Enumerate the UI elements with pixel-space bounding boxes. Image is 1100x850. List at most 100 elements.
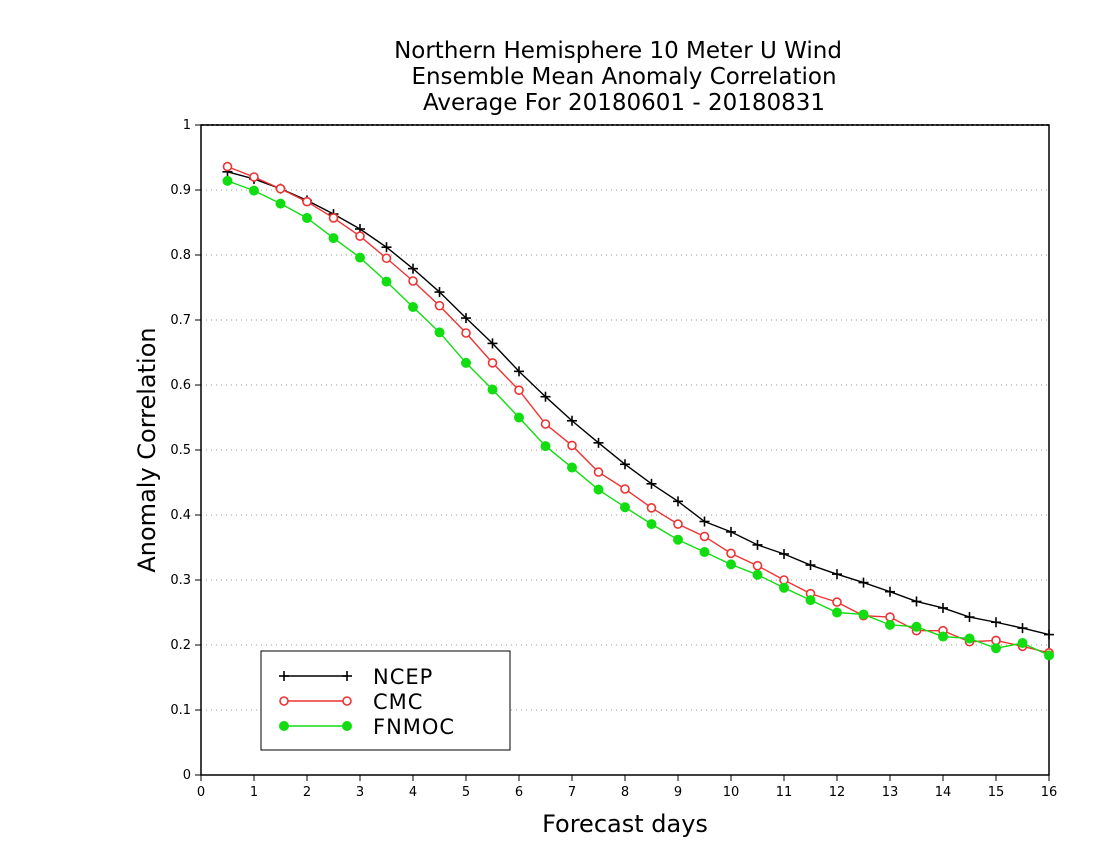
series-cmc-point-4 bbox=[328, 213, 339, 223]
series-ncep-point-10 bbox=[487, 338, 498, 349]
series-fnmoc-point-13 bbox=[567, 462, 577, 473]
legend-marker-start-ncep bbox=[279, 671, 289, 681]
series-cmc-point-8 bbox=[434, 300, 445, 311]
x-tick-label-13: 13 bbox=[882, 785, 899, 800]
series-ncep-point-12 bbox=[540, 391, 551, 402]
series-ncep-point-6 bbox=[381, 242, 392, 253]
series-ncep-point-8 bbox=[434, 287, 445, 298]
series-fnmoc-point-26 bbox=[911, 621, 922, 632]
legend-marker-start-fnmoc bbox=[279, 721, 289, 731]
x-tick-label-4: 4 bbox=[409, 785, 417, 800]
y-tick-label-4: 0.4 bbox=[170, 508, 191, 523]
legend-item-ncep: NCEP bbox=[279, 665, 433, 689]
series-ncep-point-16 bbox=[646, 478, 657, 489]
series-ncep-line bbox=[227, 171, 1050, 636]
series-fnmoc-point-14 bbox=[593, 484, 604, 495]
x-tick-label-16: 16 bbox=[1041, 785, 1058, 800]
series-fnmoc-point-28 bbox=[964, 633, 975, 644]
legend-marker-end-fnmoc bbox=[342, 721, 352, 731]
series-fnmoc-point-29 bbox=[991, 643, 1001, 654]
series-fnmoc bbox=[222, 175, 1054, 661]
series-cmc-point-12 bbox=[540, 419, 551, 429]
series-layer bbox=[222, 161, 1054, 661]
series-cmc-point-2 bbox=[275, 183, 286, 194]
series-cmc-point-23 bbox=[832, 597, 842, 607]
series-ncep-point-26 bbox=[911, 596, 922, 607]
series-ncep-point-25 bbox=[885, 586, 895, 597]
legend-label-fnmoc: FNMOC bbox=[373, 715, 455, 739]
series-ncep-point-13 bbox=[567, 415, 577, 426]
series-cmc-point-15 bbox=[620, 484, 630, 494]
series-ncep-point-31 bbox=[1044, 629, 1054, 640]
series-ncep-point-15 bbox=[620, 459, 630, 470]
title-line-3: Average For 20180601 - 20180831 bbox=[423, 90, 825, 116]
series-fnmoc-point-6 bbox=[381, 276, 392, 287]
legend-label-cmc: CMC bbox=[373, 690, 423, 714]
series-cmc-point-14 bbox=[593, 467, 604, 477]
grid bbox=[201, 124, 1049, 711]
x-tick-label-1: 1 bbox=[250, 785, 258, 800]
series-ncep-point-29 bbox=[991, 617, 1001, 628]
legend-label-ncep: NCEP bbox=[373, 665, 433, 689]
y-tick-label-8: 0.8 bbox=[170, 248, 191, 263]
series-fnmoc-point-8 bbox=[434, 327, 445, 338]
legend-marker-start-cmc bbox=[279, 696, 289, 706]
series-fnmoc-point-12 bbox=[540, 441, 551, 452]
series-cmc-point-1 bbox=[249, 172, 259, 182]
series-ncep bbox=[222, 166, 1054, 640]
series-ncep-point-20 bbox=[752, 539, 763, 550]
series-ncep-point-23 bbox=[832, 569, 842, 580]
x-axis-label: Forecast days bbox=[542, 810, 708, 838]
x-tick-label-8: 8 bbox=[621, 785, 629, 800]
series-ncep-point-17 bbox=[673, 496, 683, 507]
series-ncep-point-28 bbox=[964, 612, 975, 623]
x-tick-label-3: 3 bbox=[356, 785, 364, 800]
series-fnmoc-point-18 bbox=[699, 547, 710, 558]
series-fnmoc-point-17 bbox=[673, 534, 683, 545]
series-cmc-point-7 bbox=[408, 276, 418, 286]
series-fnmoc-point-24 bbox=[858, 609, 869, 620]
series-fnmoc-point-11 bbox=[514, 412, 524, 423]
series-fnmoc-point-19 bbox=[726, 559, 736, 570]
series-ncep-point-11 bbox=[514, 366, 524, 377]
x-axis: 0 1 2 3 4 5 6 7 8 9 10 11 12 13 14 15 16 bbox=[197, 775, 1057, 800]
legend-item-cmc: CMC bbox=[279, 690, 423, 714]
series-fnmoc-point-31 bbox=[1044, 650, 1054, 661]
series-fnmoc-point-21 bbox=[779, 582, 789, 593]
series-cmc-point-18 bbox=[699, 531, 710, 542]
title-line-2: Ensemble Mean Anomaly Correlation bbox=[411, 64, 836, 90]
series-cmc-point-17 bbox=[673, 519, 683, 529]
y-tick-label-10: 1 bbox=[183, 118, 191, 133]
series-ncep-point-9 bbox=[461, 313, 471, 324]
series-fnmoc-point-5 bbox=[355, 252, 365, 263]
y-tick-label-2: 0.2 bbox=[170, 638, 191, 653]
y-tick-label-5: 0.5 bbox=[170, 443, 191, 458]
y-axis-label: Anomaly Correlation bbox=[133, 327, 161, 572]
series-fnmoc-line bbox=[227, 180, 1050, 657]
series-ncep-point-24 bbox=[858, 577, 869, 588]
series-fnmoc-point-22 bbox=[805, 595, 816, 606]
series-ncep-point-30 bbox=[1017, 623, 1028, 634]
y-tick-label-0: 0 bbox=[183, 768, 191, 783]
y-tick-label-1: 0.1 bbox=[170, 703, 191, 718]
x-tick-label-14: 14 bbox=[935, 785, 952, 800]
series-fnmoc-point-1 bbox=[249, 185, 259, 196]
series-cmc-point-20 bbox=[752, 560, 763, 571]
series-fnmoc-point-27 bbox=[938, 631, 948, 642]
series-ncep-point-21 bbox=[779, 549, 789, 559]
series-cmc-point-6 bbox=[381, 253, 392, 264]
y-tick-label-6: 0.6 bbox=[170, 378, 191, 393]
y-tick-label-7: 0.7 bbox=[170, 313, 191, 328]
series-fnmoc-point-3 bbox=[302, 212, 312, 223]
x-tick-label-15: 15 bbox=[988, 785, 1005, 800]
series-cmc-point-9 bbox=[461, 328, 471, 338]
y-tick-label-3: 0.3 bbox=[170, 573, 191, 588]
title-line-1: Northern Hemisphere 10 Meter U Wind bbox=[394, 38, 842, 64]
series-cmc-point-0 bbox=[222, 161, 233, 172]
series-fnmoc-point-15 bbox=[620, 502, 630, 513]
x-tick-label-10: 10 bbox=[723, 785, 740, 800]
x-tick-label-7: 7 bbox=[568, 785, 576, 800]
series-fnmoc-point-30 bbox=[1017, 638, 1028, 649]
